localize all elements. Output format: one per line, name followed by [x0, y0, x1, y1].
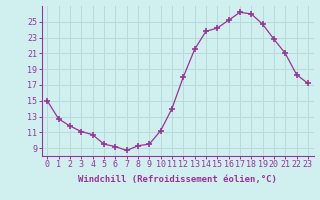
X-axis label: Windchill (Refroidissement éolien,°C): Windchill (Refroidissement éolien,°C): [78, 175, 277, 184]
